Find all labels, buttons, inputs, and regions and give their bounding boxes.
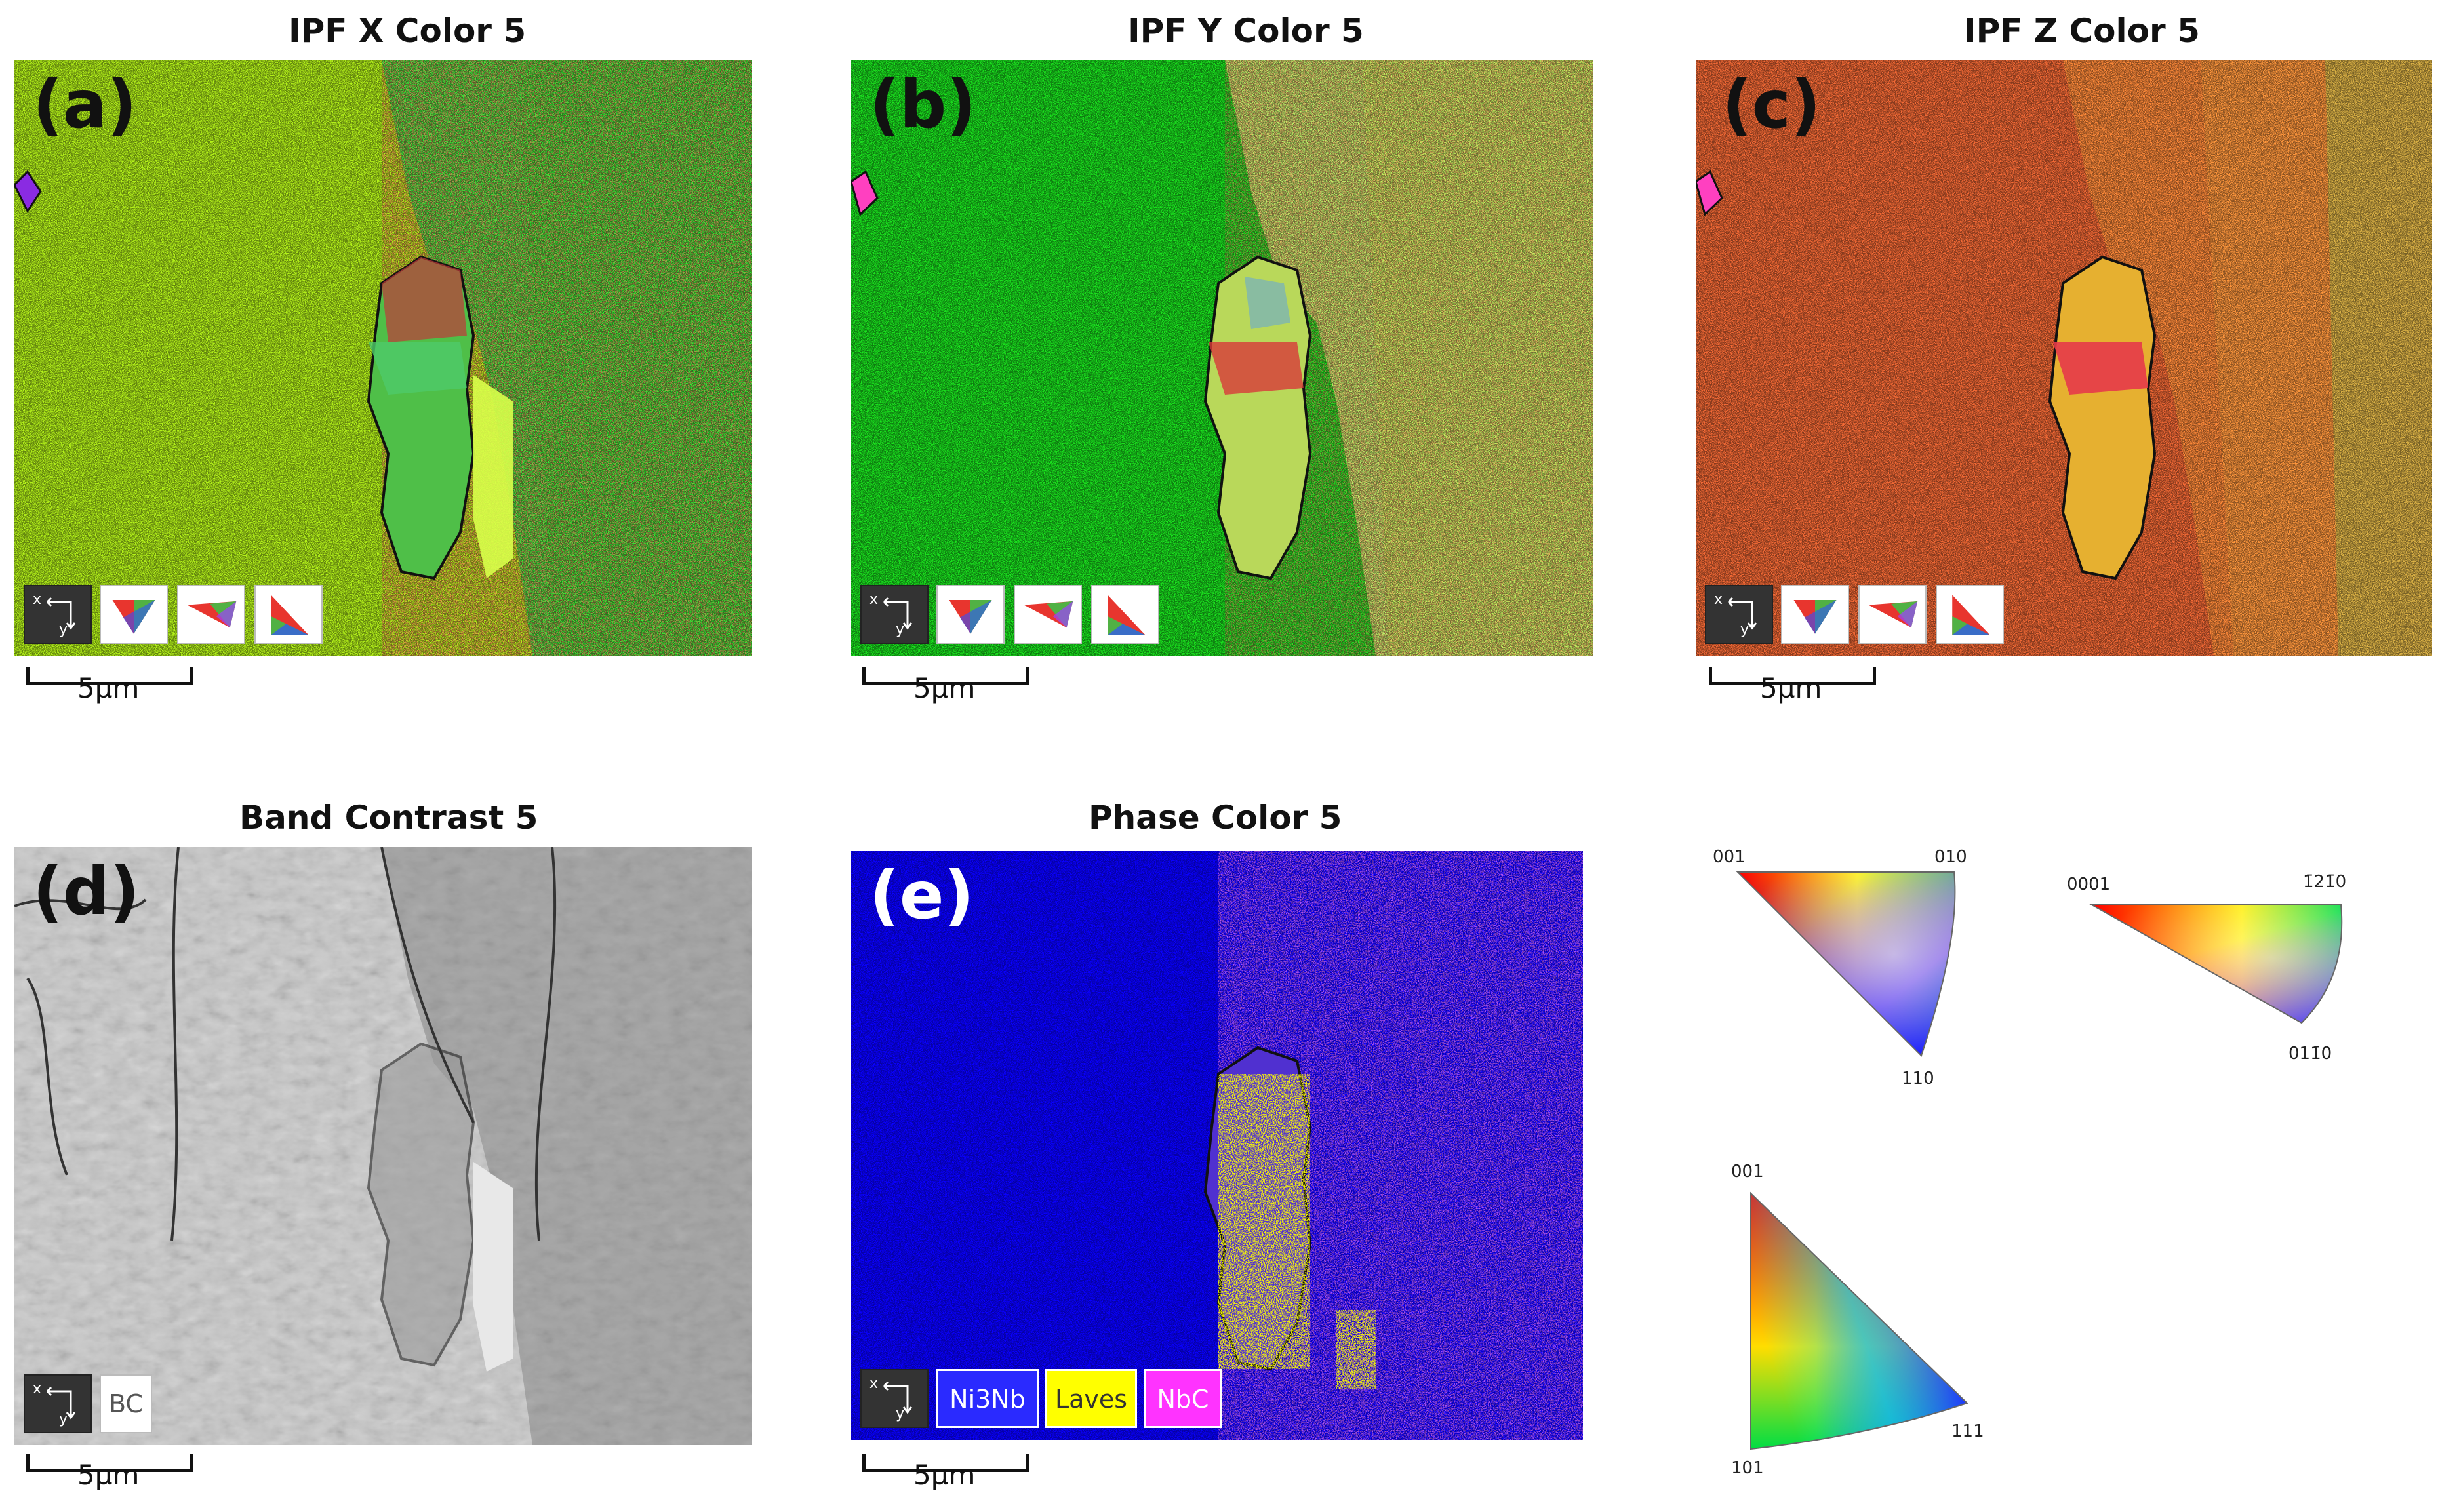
axis-y-label: y (59, 622, 68, 638)
ipf-key-triangle-2[interactable] (1014, 585, 1082, 644)
panel-a-label: (a) (33, 66, 137, 143)
panel-e-scalebar (862, 1454, 1029, 1472)
panel-a-ipf-x-map: (a) x y (14, 60, 752, 656)
axis-orientation-tool[interactable]: x y (860, 1369, 929, 1428)
ipf-key-triangle-3[interactable] (1936, 585, 2004, 644)
panel-d-label: (d) (33, 853, 140, 930)
axis-x-label: x (869, 591, 879, 608)
panel-d-title: Band Contrast 5 (239, 799, 538, 837)
phase-legend-nbc[interactable]: NbC (1144, 1369, 1222, 1428)
panel-e-label: (e) (869, 857, 974, 934)
axis-x-label: x (33, 1381, 42, 1397)
panel-d-scalebar (26, 1454, 193, 1472)
panel-e-title: Phase Color 5 (1089, 799, 1342, 837)
ipf-key-triangle-1[interactable] (100, 585, 168, 644)
axis-x-label: x (1714, 591, 1723, 608)
ipf-key-triangle-2[interactable] (1858, 585, 1927, 644)
axis-y-label: y (59, 1411, 68, 1427)
panel-d-band-contrast-map: (d) x y BC (14, 847, 752, 1445)
panel-a-title: IPF X Color 5 (289, 12, 527, 50)
phase-legend-laves[interactable]: Laves (1045, 1369, 1137, 1428)
ipf-hex-1210: 1̄21̄0 (2303, 872, 2347, 892)
panel-c-scale-label: 5µm (1760, 672, 1822, 704)
ipf-key-triangle-2[interactable] (177, 585, 245, 644)
ipf-cubic1-110: 110 (1902, 1069, 1934, 1088)
axis-orientation-tool[interactable]: x y (860, 585, 929, 644)
phase-legend-ni3nb[interactable]: Ni3Nb (936, 1369, 1039, 1428)
axis-y-label: y (1740, 622, 1749, 638)
bc-legend-chip[interactable]: BC (100, 1374, 152, 1433)
ipf-key-hexagonal (2085, 898, 2354, 1036)
axis-x-label: x (33, 591, 42, 608)
ipf-key-cubic-001-010-110 (1725, 865, 2000, 1082)
axis-orientation-tool[interactable]: x y (24, 1374, 92, 1433)
ipf-cubic1-001: 001 (1713, 847, 1746, 867)
axis-x-label: x (869, 1376, 879, 1392)
ipf-key-triangle-3[interactable] (1091, 585, 1159, 644)
panel-b-scale-label: 5µm (913, 672, 976, 704)
axis-y-label: y (896, 622, 905, 638)
panel-c-label: (c) (1722, 66, 1821, 143)
panel-e-scale-label: 5µm (913, 1459, 976, 1491)
panel-c-scalebar (1709, 667, 1876, 685)
panel-b-scalebar (862, 667, 1029, 685)
ipf-cubic2-111: 111 (1951, 1422, 1984, 1441)
panel-b-ipf-y-map: (b) x y (851, 60, 1593, 656)
ipf-hex-0001: 0001 (2067, 875, 2111, 894)
ipf-cubic2-001: 001 (1731, 1162, 1764, 1182)
panel-b-label: (b) (869, 66, 976, 143)
panel-c-ipf-z-map: (c) x y (1696, 60, 2432, 656)
ipf-hex-0110: 011̄0 (2288, 1044, 2332, 1064)
panel-e-phase-map: (e) x y Ni3Nb Laves NbC (851, 851, 1583, 1440)
ipf-key-cubic-001-111-101 (1738, 1187, 1993, 1469)
ipf-key-triangle-1[interactable] (1781, 585, 1849, 644)
ipf-key-triangle-1[interactable] (936, 585, 1005, 644)
ipf-cubic1-010: 010 (1934, 847, 1967, 867)
ipf-key-triangle-3[interactable] (254, 585, 323, 644)
panel-d-scale-label: 5µm (77, 1459, 140, 1491)
axis-orientation-tool[interactable]: x y (1705, 585, 1773, 644)
axis-orientation-tool[interactable]: x y (24, 585, 92, 644)
axis-y-label: y (896, 1406, 905, 1422)
panel-c-title: IPF Z Color 5 (1964, 12, 2200, 50)
ipf-cubic2-101: 101 (1731, 1458, 1764, 1478)
panel-a-scale-label: 5µm (77, 672, 140, 704)
panel-b-title: IPF Y Color 5 (1128, 12, 1364, 50)
panel-a-scalebar (26, 667, 193, 685)
